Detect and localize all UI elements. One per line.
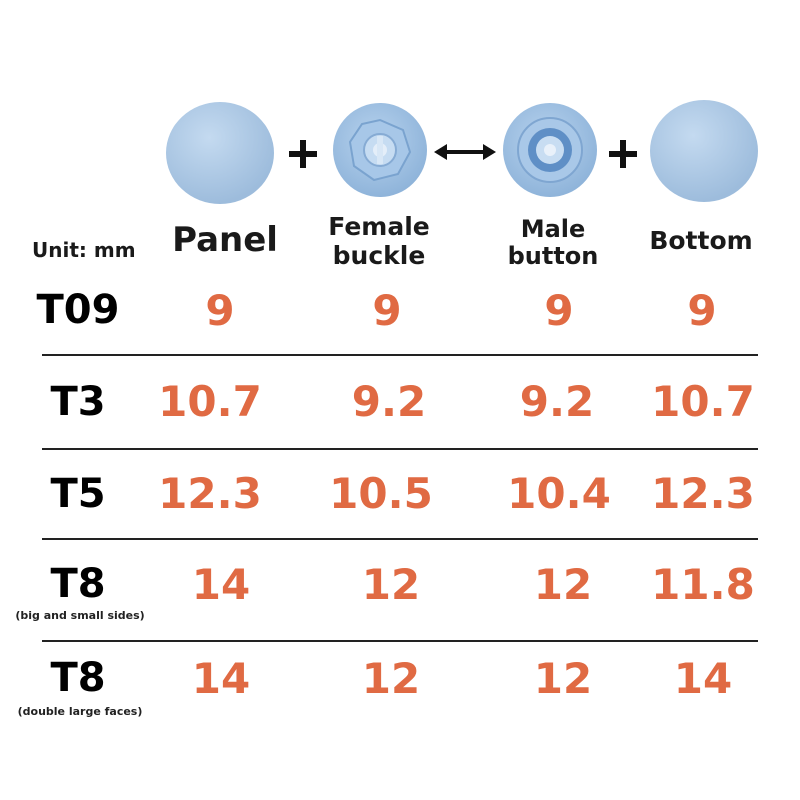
column-header-female-buckle: Female buckle <box>304 212 454 270</box>
column-header-label: Bottom <box>649 226 753 255</box>
model-note: (big and small sides) <box>15 609 145 622</box>
panel-cap-icon <box>166 102 274 204</box>
panel-value: 12.3 <box>158 469 262 518</box>
male-button-value: 12 <box>533 654 593 703</box>
unit-label: Unit: mm <box>32 238 136 262</box>
column-header-label: button <box>507 242 599 270</box>
column-header-label: Male <box>520 215 586 243</box>
column-header-label: buckle <box>332 241 426 270</box>
female-buckle-value: 9 <box>372 286 402 335</box>
row-divider <box>42 538 758 540</box>
male-button-value: 12 <box>533 560 593 609</box>
panel-value: 10.7 <box>158 377 262 426</box>
column-header-label: Female <box>328 212 430 241</box>
female-buckle-value: 9.2 <box>351 377 427 426</box>
male-button-value: 10.4 <box>507 469 611 518</box>
model-label: T8 <box>50 655 106 701</box>
model-label: T8 <box>50 561 106 607</box>
model-note: (double large faces) <box>17 705 143 718</box>
column-header-male-button: Male button <box>478 216 628 270</box>
male-button-value: 9 <box>544 286 574 335</box>
female-buckle-icon <box>333 103 427 197</box>
female-buckle-value: 12 <box>361 654 421 703</box>
model-label: T5 <box>50 471 106 517</box>
bottom-value: 11.8 <box>651 560 755 609</box>
bottom-value: 9 <box>687 286 717 335</box>
row-divider <box>42 640 758 642</box>
column-header-bottom: Bottom <box>626 226 776 255</box>
female-buckle-value: 10.5 <box>329 469 433 518</box>
plus-icon <box>289 140 317 168</box>
model-label: T3 <box>50 379 106 425</box>
plus-icon <box>609 140 637 168</box>
panel-value: 14 <box>191 560 251 609</box>
bottom-value: 12.3 <box>651 469 755 518</box>
panel-value: 9 <box>205 286 235 335</box>
row-divider <box>42 448 758 450</box>
model-label: T09 <box>36 287 120 333</box>
male-button-value: 9.2 <box>519 377 595 426</box>
panel-value: 14 <box>191 654 251 703</box>
bottom-value: 10.7 <box>651 377 755 426</box>
bottom-value: 14 <box>673 654 733 703</box>
double-arrow-icon <box>434 144 496 160</box>
female-buckle-value: 12 <box>361 560 421 609</box>
column-header-panel: Panel <box>150 220 300 260</box>
bottom-cap-icon <box>650 100 758 202</box>
row-divider <box>42 354 758 356</box>
male-button-icon <box>503 103 597 197</box>
column-header-label: Panel <box>172 220 278 260</box>
